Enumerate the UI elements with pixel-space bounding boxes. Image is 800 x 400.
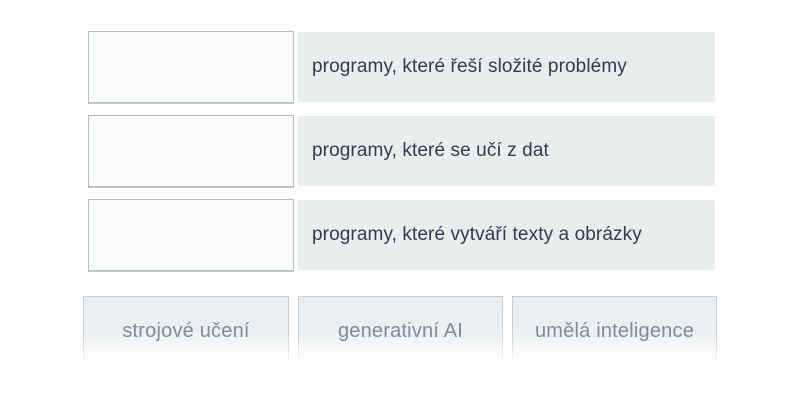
description-text-3: programy, které vytváří texty a obrázky	[312, 224, 642, 245]
description-panel-1: programy, které řeší složité problémy	[298, 32, 715, 102]
drop-zone-3[interactable]	[88, 199, 294, 271]
description-text-2: programy, které se učí z dat	[312, 140, 549, 161]
answer-tile-label: generativní AI	[337, 319, 464, 342]
description-panel-2: programy, které se učí z dat	[298, 116, 715, 186]
drop-zone-2[interactable]	[88, 115, 294, 187]
answer-tile-label: strojové učení	[122, 319, 250, 342]
answer-tile-umela-inteligence[interactable]: umělá inteligence	[512, 296, 717, 366]
description-text-1: programy, které řeší složité problémy	[312, 56, 627, 77]
description-panel-3: programy, které vytváří texty a obrázky	[298, 200, 715, 270]
answer-tile-label: umělá inteligence	[534, 319, 695, 342]
answer-tile-generativni-ai[interactable]: generativní AI	[298, 296, 503, 366]
answer-tile-strojove-uceni[interactable]: strojové učení	[83, 296, 289, 366]
drop-zone-1[interactable]	[88, 31, 294, 103]
